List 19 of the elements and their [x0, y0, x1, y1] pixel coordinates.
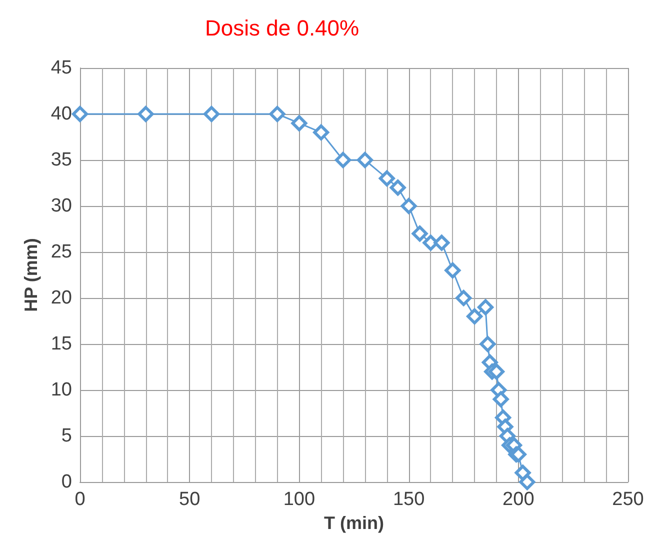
x-tick-label: 250 [612, 489, 644, 510]
y-tick-label: 15 [50, 334, 72, 354]
x-tick-label: 100 [283, 489, 316, 510]
y-tick-label: 40 [50, 104, 72, 124]
x-tick-label: 50 [179, 489, 200, 510]
y-tick-label: 20 [50, 288, 72, 308]
chart-title: Dosis de 0.40% [205, 16, 360, 40]
y-tick-label: 0 [61, 472, 72, 492]
y-tick-label: 30 [50, 196, 72, 216]
y-axis-title: HP (mm) [20, 238, 41, 312]
x-axis-title: T (min) [324, 512, 384, 533]
y-tick-label: 5 [61, 426, 72, 446]
y-tick-label: 35 [50, 150, 72, 170]
y-tick-label: 25 [50, 242, 72, 262]
x-tick-label: 150 [392, 489, 425, 510]
x-tick-label: 200 [502, 489, 534, 510]
y-tick-label: 45 [50, 58, 72, 78]
y-tick-label: 10 [50, 380, 72, 400]
x-tick-label: 0 [74, 489, 86, 510]
